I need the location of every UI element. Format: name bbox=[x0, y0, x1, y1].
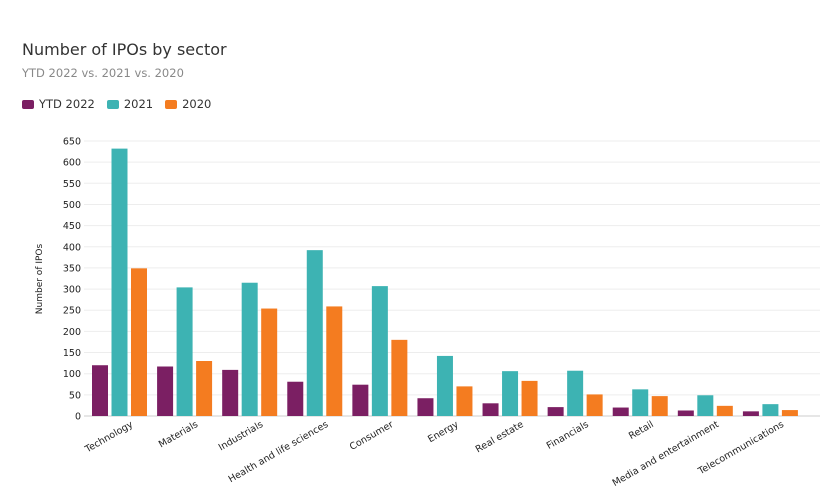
bar[interactable] bbox=[781, 410, 798, 416]
bar[interactable] bbox=[241, 282, 258, 416]
x-category-label: Media and entertainment bbox=[611, 419, 721, 489]
bar[interactable] bbox=[456, 386, 473, 416]
legend-item-2020[interactable]: 2020 bbox=[165, 97, 211, 111]
y-axis-label: Number of IPOs bbox=[35, 243, 45, 314]
bar[interactable] bbox=[111, 148, 128, 416]
bar[interactable] bbox=[371, 286, 388, 416]
x-category-label: Energy bbox=[426, 419, 461, 445]
bar[interactable] bbox=[326, 306, 343, 416]
bar[interactable] bbox=[716, 405, 733, 416]
y-tick-label: 400 bbox=[63, 242, 81, 253]
bar[interactable] bbox=[261, 308, 278, 416]
y-tick-label: 0 bbox=[75, 412, 81, 423]
x-category-label: Retail bbox=[627, 419, 656, 442]
bar[interactable] bbox=[352, 384, 369, 416]
y-tick-label: 200 bbox=[63, 327, 81, 338]
bar[interactable] bbox=[482, 403, 499, 416]
bar[interactable] bbox=[306, 250, 323, 416]
y-tick-label: 450 bbox=[63, 221, 81, 232]
bar[interactable] bbox=[391, 339, 408, 416]
legend: YTD 2022 2021 2020 bbox=[22, 97, 211, 111]
bar[interactable] bbox=[521, 380, 538, 416]
x-category-label: Industrials bbox=[217, 419, 265, 453]
legend-label: YTD 2022 bbox=[39, 97, 95, 111]
bars bbox=[92, 148, 798, 417]
bar[interactable] bbox=[742, 411, 759, 416]
y-tick-label: 100 bbox=[63, 369, 81, 380]
x-category-label: Real estate bbox=[474, 419, 526, 455]
bar[interactable] bbox=[196, 361, 213, 416]
legend-swatch bbox=[22, 99, 34, 109]
bar[interactable] bbox=[92, 365, 108, 416]
legend-label: 2021 bbox=[123, 97, 154, 111]
bar[interactable] bbox=[612, 407, 629, 416]
y-tick-label: 50 bbox=[69, 390, 81, 401]
legend-item-2021[interactable]: 2021 bbox=[106, 97, 154, 111]
x-category-label: Consumer bbox=[348, 419, 396, 453]
chart-title: Number of IPOs by sector bbox=[22, 40, 227, 59]
bar[interactable] bbox=[131, 268, 147, 416]
legend-label: 2020 bbox=[182, 97, 212, 111]
bar[interactable] bbox=[157, 366, 174, 417]
x-category-label: Financials bbox=[545, 419, 591, 452]
bar[interactable] bbox=[567, 370, 584, 416]
y-axis-ticks: 0 50 100 150 200 250 300 350 400 450 500 550 600 650 bbox=[63, 137, 81, 423]
bar[interactable] bbox=[547, 407, 564, 416]
bar[interactable] bbox=[417, 398, 434, 416]
bar[interactable] bbox=[436, 355, 453, 416]
bar[interactable] bbox=[677, 410, 694, 417]
bar[interactable] bbox=[632, 389, 649, 416]
bar[interactable] bbox=[176, 287, 193, 416]
legend-swatch bbox=[165, 99, 178, 109]
y-tick-label: 150 bbox=[63, 348, 81, 359]
legend-swatch bbox=[106, 99, 119, 109]
bar[interactable] bbox=[502, 371, 519, 416]
x-category-label: Technology bbox=[83, 419, 136, 456]
y-tick-label: 350 bbox=[63, 263, 81, 274]
y-tick-label: 600 bbox=[63, 158, 81, 169]
bar[interactable] bbox=[651, 396, 668, 416]
bar[interactable] bbox=[762, 404, 779, 416]
y-tick-label: 550 bbox=[63, 179, 81, 190]
legend-item-ytd-2022[interactable]: YTD 2022 bbox=[22, 97, 95, 111]
y-tick-label: 250 bbox=[63, 306, 81, 317]
bar[interactable] bbox=[697, 395, 714, 416]
y-tick-label: 650 bbox=[63, 137, 81, 148]
chart-subtitle: YTD 2022 vs. 2021 vs. 2020 bbox=[22, 66, 184, 80]
bar[interactable] bbox=[222, 369, 239, 416]
bar[interactable] bbox=[586, 394, 603, 416]
y-tick-label: 500 bbox=[63, 200, 81, 211]
x-category-label: Materials bbox=[157, 419, 200, 450]
bar[interactable] bbox=[287, 381, 304, 416]
y-tick-label: 300 bbox=[63, 285, 81, 296]
